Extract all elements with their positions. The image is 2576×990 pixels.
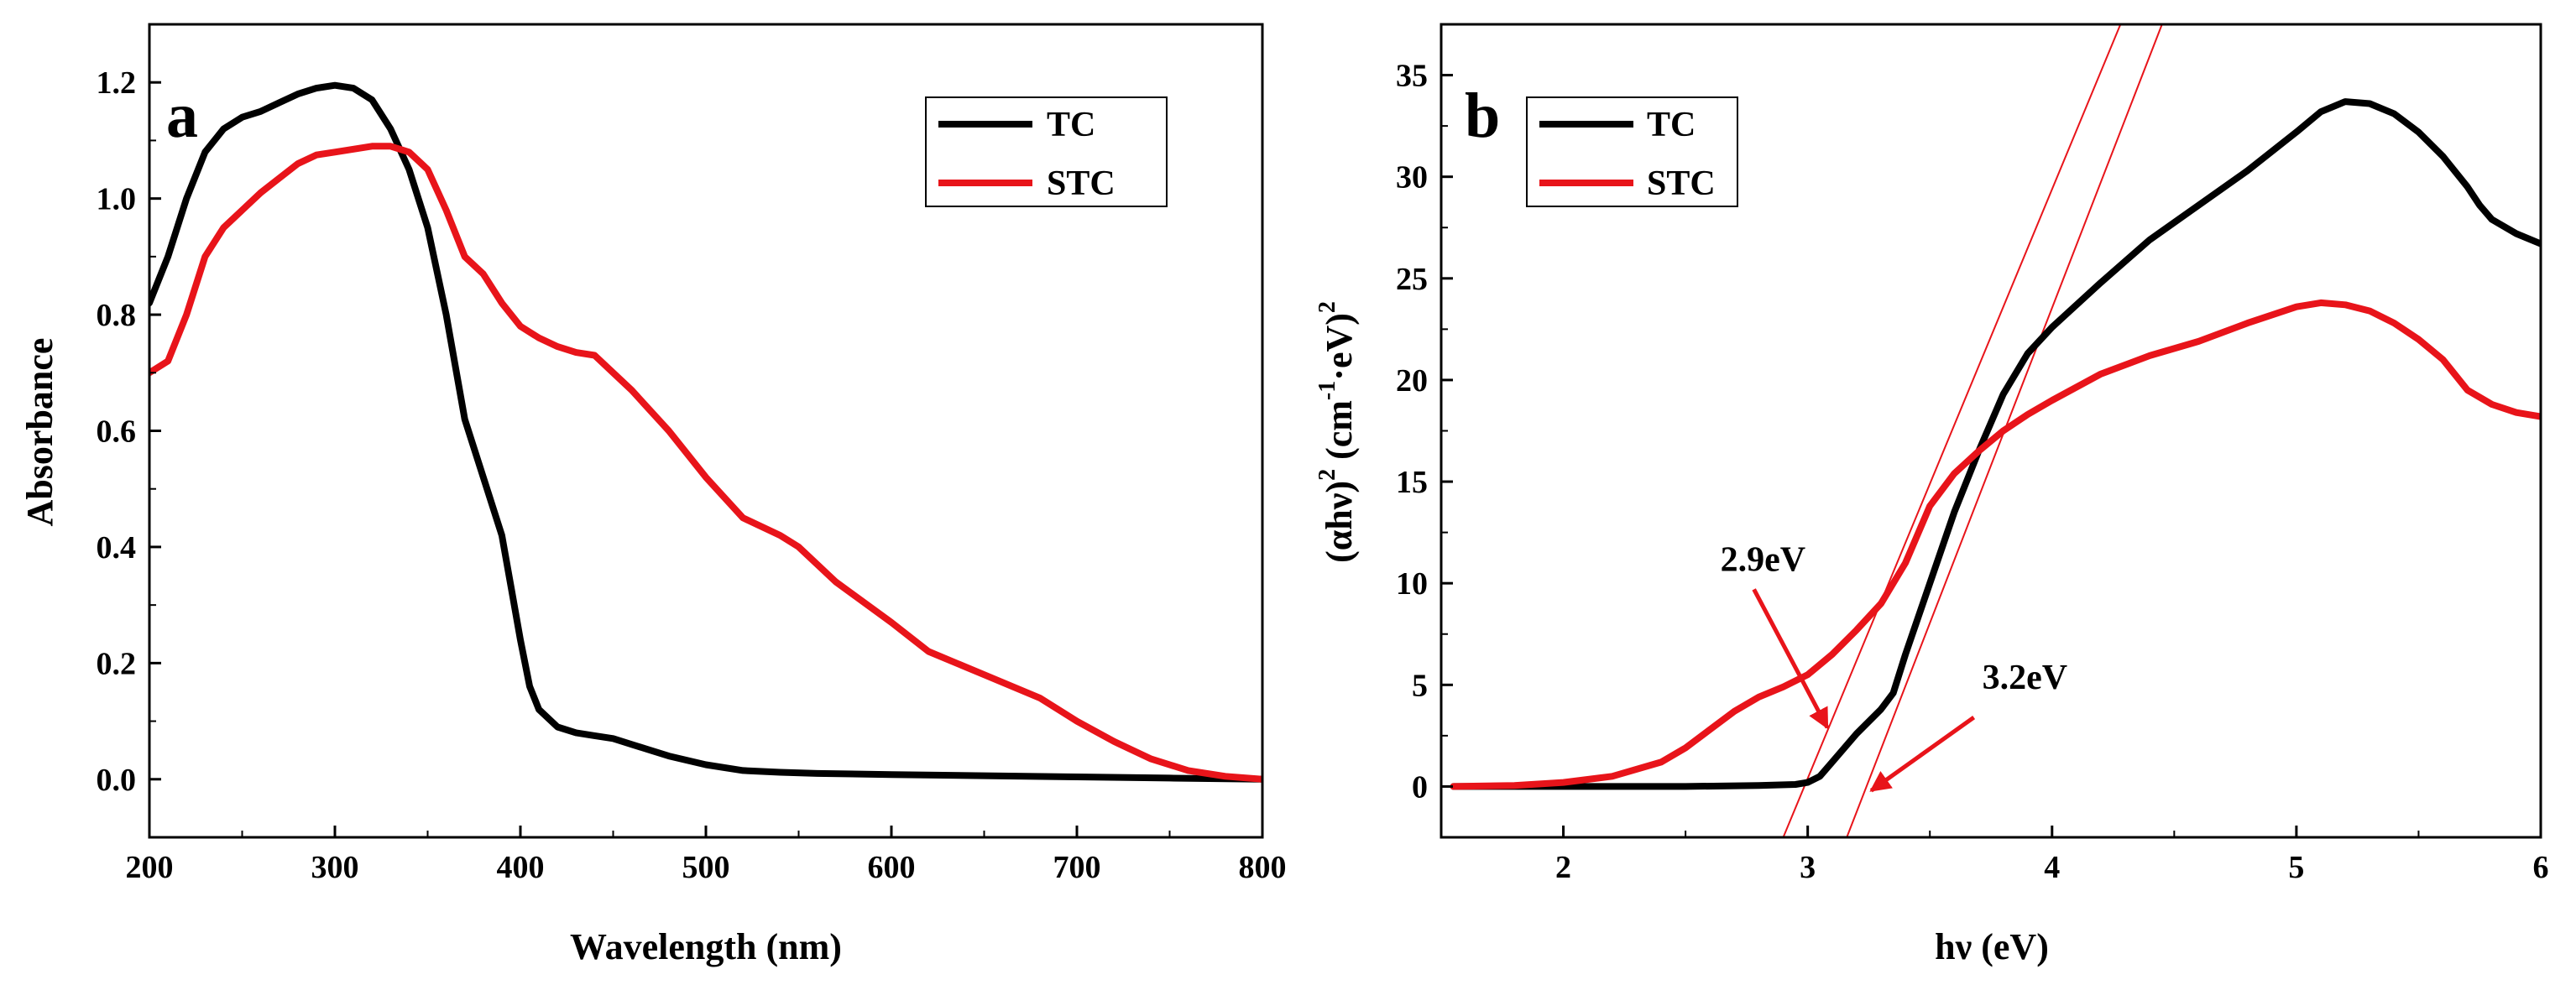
panel-b-y-tick-label: 20 bbox=[1396, 363, 1428, 399]
panel-a-x-axis-title: Wavelength (nm) bbox=[570, 926, 842, 967]
panel-b-x-ticks: 2 3 4 5 6 bbox=[1440, 826, 2549, 885]
panel-a-y-axis-title: Absorbance bbox=[19, 338, 60, 527]
panel-a-legend-box bbox=[925, 96, 1168, 207]
panel-a-y-tick-label: 0.8 bbox=[97, 298, 137, 333]
panel-b-y-ticks: 0 5 10 15 20 25 30 35 bbox=[1396, 23, 1453, 838]
panel-b-x-tick-label: 6 bbox=[2533, 850, 2549, 885]
panel-a-series-stc bbox=[149, 143, 1262, 783]
panel-b-y-tick-label: 10 bbox=[1396, 566, 1428, 602]
panel-b-series-group bbox=[1450, 24, 2541, 837]
panel-b-y-axis-title-part-2: (cm bbox=[1319, 400, 1360, 469]
panel-a-y-ticks: 0.0 0.2 0.4 0.6 0.8 1.0 1.2 bbox=[97, 23, 161, 838]
panel-b-y-tick-label: 30 bbox=[1396, 160, 1428, 195]
panel-a-x-tick-label: 700 bbox=[1053, 850, 1101, 885]
panel-a-series-group bbox=[149, 81, 1262, 783]
panel-b-series-stc bbox=[1450, 299, 2541, 790]
panel-b-x-tick-label: 5 bbox=[2288, 850, 2304, 885]
panel-a-x-tick-label: 600 bbox=[868, 850, 916, 885]
panel-a-x-tick-label: 500 bbox=[682, 850, 730, 885]
panel-b-x-tick-label: 4 bbox=[2044, 850, 2060, 885]
panel-b-legend: TC STC bbox=[1526, 96, 1738, 207]
panel-a-y-tick-label: 0.6 bbox=[97, 414, 137, 450]
panel-b-annotation-arrow-2 bbox=[1869, 716, 1976, 793]
panel-a-legend: TC STC bbox=[925, 96, 1168, 207]
panel-b-y-axis-title-sup-1: 2 bbox=[1314, 469, 1340, 481]
panel-b-y-tick-label: 15 bbox=[1396, 465, 1428, 500]
panel-b-annotation-label-1: 2.9eV bbox=[1721, 540, 1805, 579]
panel-b-tangent-line-1 bbox=[1782, 24, 2122, 837]
panel-b-x-axis-title: hν (eV) bbox=[1935, 926, 2049, 967]
panel-a-y-tick-label: 0.2 bbox=[97, 646, 137, 681]
panel-b-annotation-label-2: 3.2eV bbox=[1983, 659, 2067, 697]
panel-b-annotations: 2.9eV 3.2eV bbox=[1721, 540, 2067, 793]
panel-a-plot-area bbox=[149, 81, 1262, 783]
panel-a-x-tick-label: 300 bbox=[311, 850, 359, 885]
panel-b-y-tick-label: 5 bbox=[1412, 668, 1428, 703]
panel-b-y-tick-label: 35 bbox=[1396, 59, 1428, 94]
panel-b-y-axis-title-part-1: (αhν) bbox=[1319, 481, 1360, 563]
panel-a-y-tick-label: 1.0 bbox=[97, 182, 137, 217]
panel-b-y-axis-title-sup-3: 2 bbox=[1314, 301, 1340, 313]
panel-a-x-tick-label: 800 bbox=[1239, 850, 1287, 885]
panel-b-y-axis-title-sup-2: -1 bbox=[1314, 381, 1340, 400]
panel-b-x-tick-label: 3 bbox=[1800, 850, 1816, 885]
panel-a-series-tc bbox=[149, 81, 1262, 783]
panel-b-legend-box bbox=[1526, 96, 1738, 207]
panel-b-plot-area bbox=[1450, 24, 2541, 837]
panel-b-series-tc bbox=[1450, 98, 2541, 790]
panel-b-x-tick-label: 2 bbox=[1555, 850, 1571, 885]
panel-b-legend-label-stc: STC bbox=[1647, 164, 1716, 203]
panel-a-x-ticks: 200 300 400 500 600 700 800 bbox=[126, 826, 1287, 885]
panel-a-x-tick-label: 400 bbox=[497, 850, 545, 885]
panel-b-legend-label-tc: TC bbox=[1647, 106, 1696, 144]
panel-b-y-axis-title: (αhν)2 (cm-1·eV)2 bbox=[1314, 301, 1360, 563]
panel-a-y-tick-label: 0.4 bbox=[97, 530, 137, 565]
panel-a-legend-label-tc: TC bbox=[1047, 106, 1095, 144]
panel-b-annotation-arrow-1 bbox=[1752, 588, 1830, 730]
panel-b-y-axis-title-part-3: ·eV) bbox=[1319, 313, 1360, 381]
panel-b-y-tick-label: 0 bbox=[1412, 769, 1428, 805]
panel-a-y-tick-label: 0.0 bbox=[97, 763, 137, 798]
panel-a-letter: a bbox=[166, 81, 198, 151]
panel-a-y-tick-label: 1.2 bbox=[97, 65, 137, 101]
panel-b-y-tick-label: 25 bbox=[1396, 262, 1428, 297]
panel-b-letter: b bbox=[1465, 81, 1500, 151]
panel-a-x-tick-label: 200 bbox=[126, 850, 174, 885]
panel-a-legend-label-stc: STC bbox=[1047, 164, 1116, 203]
panel-a: 200 300 400 500 600 700 800 0.0 0.2 0.4 0.6 0.8 1.0… bbox=[19, 23, 1287, 967]
